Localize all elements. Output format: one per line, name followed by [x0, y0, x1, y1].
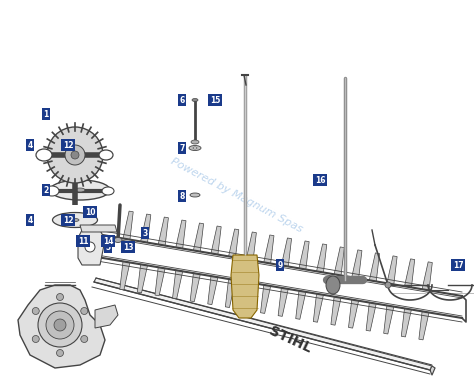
Text: 15: 15 — [210, 95, 220, 104]
Ellipse shape — [193, 147, 197, 149]
Polygon shape — [78, 230, 105, 265]
Circle shape — [85, 242, 95, 252]
Text: 14: 14 — [103, 236, 113, 246]
Polygon shape — [352, 250, 362, 278]
Text: 17: 17 — [453, 261, 463, 270]
Polygon shape — [141, 214, 151, 243]
Polygon shape — [193, 223, 204, 251]
Polygon shape — [18, 285, 105, 368]
Ellipse shape — [36, 149, 52, 161]
Ellipse shape — [99, 150, 113, 160]
Ellipse shape — [114, 238, 122, 243]
Polygon shape — [383, 305, 394, 334]
Text: 11: 11 — [78, 236, 88, 246]
Polygon shape — [299, 241, 309, 270]
Text: 8: 8 — [179, 191, 185, 201]
Polygon shape — [419, 311, 429, 340]
Polygon shape — [228, 229, 239, 258]
Polygon shape — [317, 244, 327, 273]
Circle shape — [46, 311, 74, 339]
Circle shape — [32, 308, 39, 315]
Ellipse shape — [71, 219, 79, 221]
Ellipse shape — [190, 193, 200, 197]
Circle shape — [38, 303, 82, 347]
Ellipse shape — [53, 213, 98, 228]
Polygon shape — [296, 291, 306, 319]
Text: 13: 13 — [123, 243, 133, 251]
Polygon shape — [404, 259, 415, 288]
Polygon shape — [282, 238, 292, 266]
Circle shape — [54, 319, 66, 331]
Circle shape — [71, 151, 79, 159]
Polygon shape — [334, 247, 344, 275]
Polygon shape — [278, 288, 288, 316]
Polygon shape — [123, 211, 133, 239]
Polygon shape — [208, 276, 218, 305]
Ellipse shape — [326, 276, 340, 294]
Polygon shape — [430, 366, 435, 375]
Text: 5: 5 — [105, 243, 110, 251]
Polygon shape — [331, 296, 341, 325]
Circle shape — [47, 127, 103, 183]
Text: 4: 4 — [27, 141, 33, 149]
Polygon shape — [176, 220, 186, 249]
Polygon shape — [387, 256, 397, 285]
Circle shape — [56, 350, 64, 357]
Text: STIHL: STIHL — [266, 324, 313, 356]
Polygon shape — [225, 279, 236, 308]
Polygon shape — [155, 267, 165, 296]
Text: 10: 10 — [85, 208, 95, 216]
Polygon shape — [231, 255, 259, 318]
Circle shape — [81, 308, 88, 315]
Circle shape — [56, 293, 64, 301]
Text: Powered by Magnum Spas: Powered by Magnum Spas — [169, 156, 305, 234]
Text: 1: 1 — [44, 109, 49, 119]
Ellipse shape — [75, 188, 85, 192]
Text: 12: 12 — [63, 216, 73, 224]
Circle shape — [32, 335, 39, 343]
Ellipse shape — [191, 140, 199, 144]
Text: 16: 16 — [315, 176, 325, 184]
Polygon shape — [313, 294, 323, 322]
Polygon shape — [261, 285, 271, 313]
Ellipse shape — [192, 99, 198, 102]
Text: 2: 2 — [44, 186, 49, 194]
Text: 7: 7 — [179, 144, 185, 152]
Polygon shape — [243, 282, 253, 310]
Text: 6: 6 — [179, 95, 185, 104]
Polygon shape — [137, 264, 147, 293]
Ellipse shape — [189, 146, 201, 151]
Text: 9: 9 — [277, 261, 283, 270]
Polygon shape — [120, 261, 130, 290]
Polygon shape — [173, 270, 182, 299]
Circle shape — [81, 335, 88, 343]
Circle shape — [385, 282, 391, 288]
Polygon shape — [366, 303, 376, 331]
Polygon shape — [95, 305, 118, 328]
Polygon shape — [369, 253, 380, 281]
Polygon shape — [422, 262, 432, 290]
Polygon shape — [401, 308, 411, 337]
Polygon shape — [211, 226, 221, 254]
Ellipse shape — [50, 180, 110, 200]
Polygon shape — [94, 278, 432, 370]
Polygon shape — [190, 273, 201, 302]
Polygon shape — [246, 232, 256, 261]
Text: 4: 4 — [27, 216, 33, 224]
Ellipse shape — [102, 187, 114, 195]
Text: 3: 3 — [142, 229, 147, 238]
Ellipse shape — [45, 186, 59, 196]
Polygon shape — [158, 217, 168, 246]
Circle shape — [65, 145, 85, 165]
Polygon shape — [264, 235, 274, 263]
Polygon shape — [80, 225, 117, 232]
Polygon shape — [348, 300, 359, 328]
Text: 12: 12 — [63, 141, 73, 149]
